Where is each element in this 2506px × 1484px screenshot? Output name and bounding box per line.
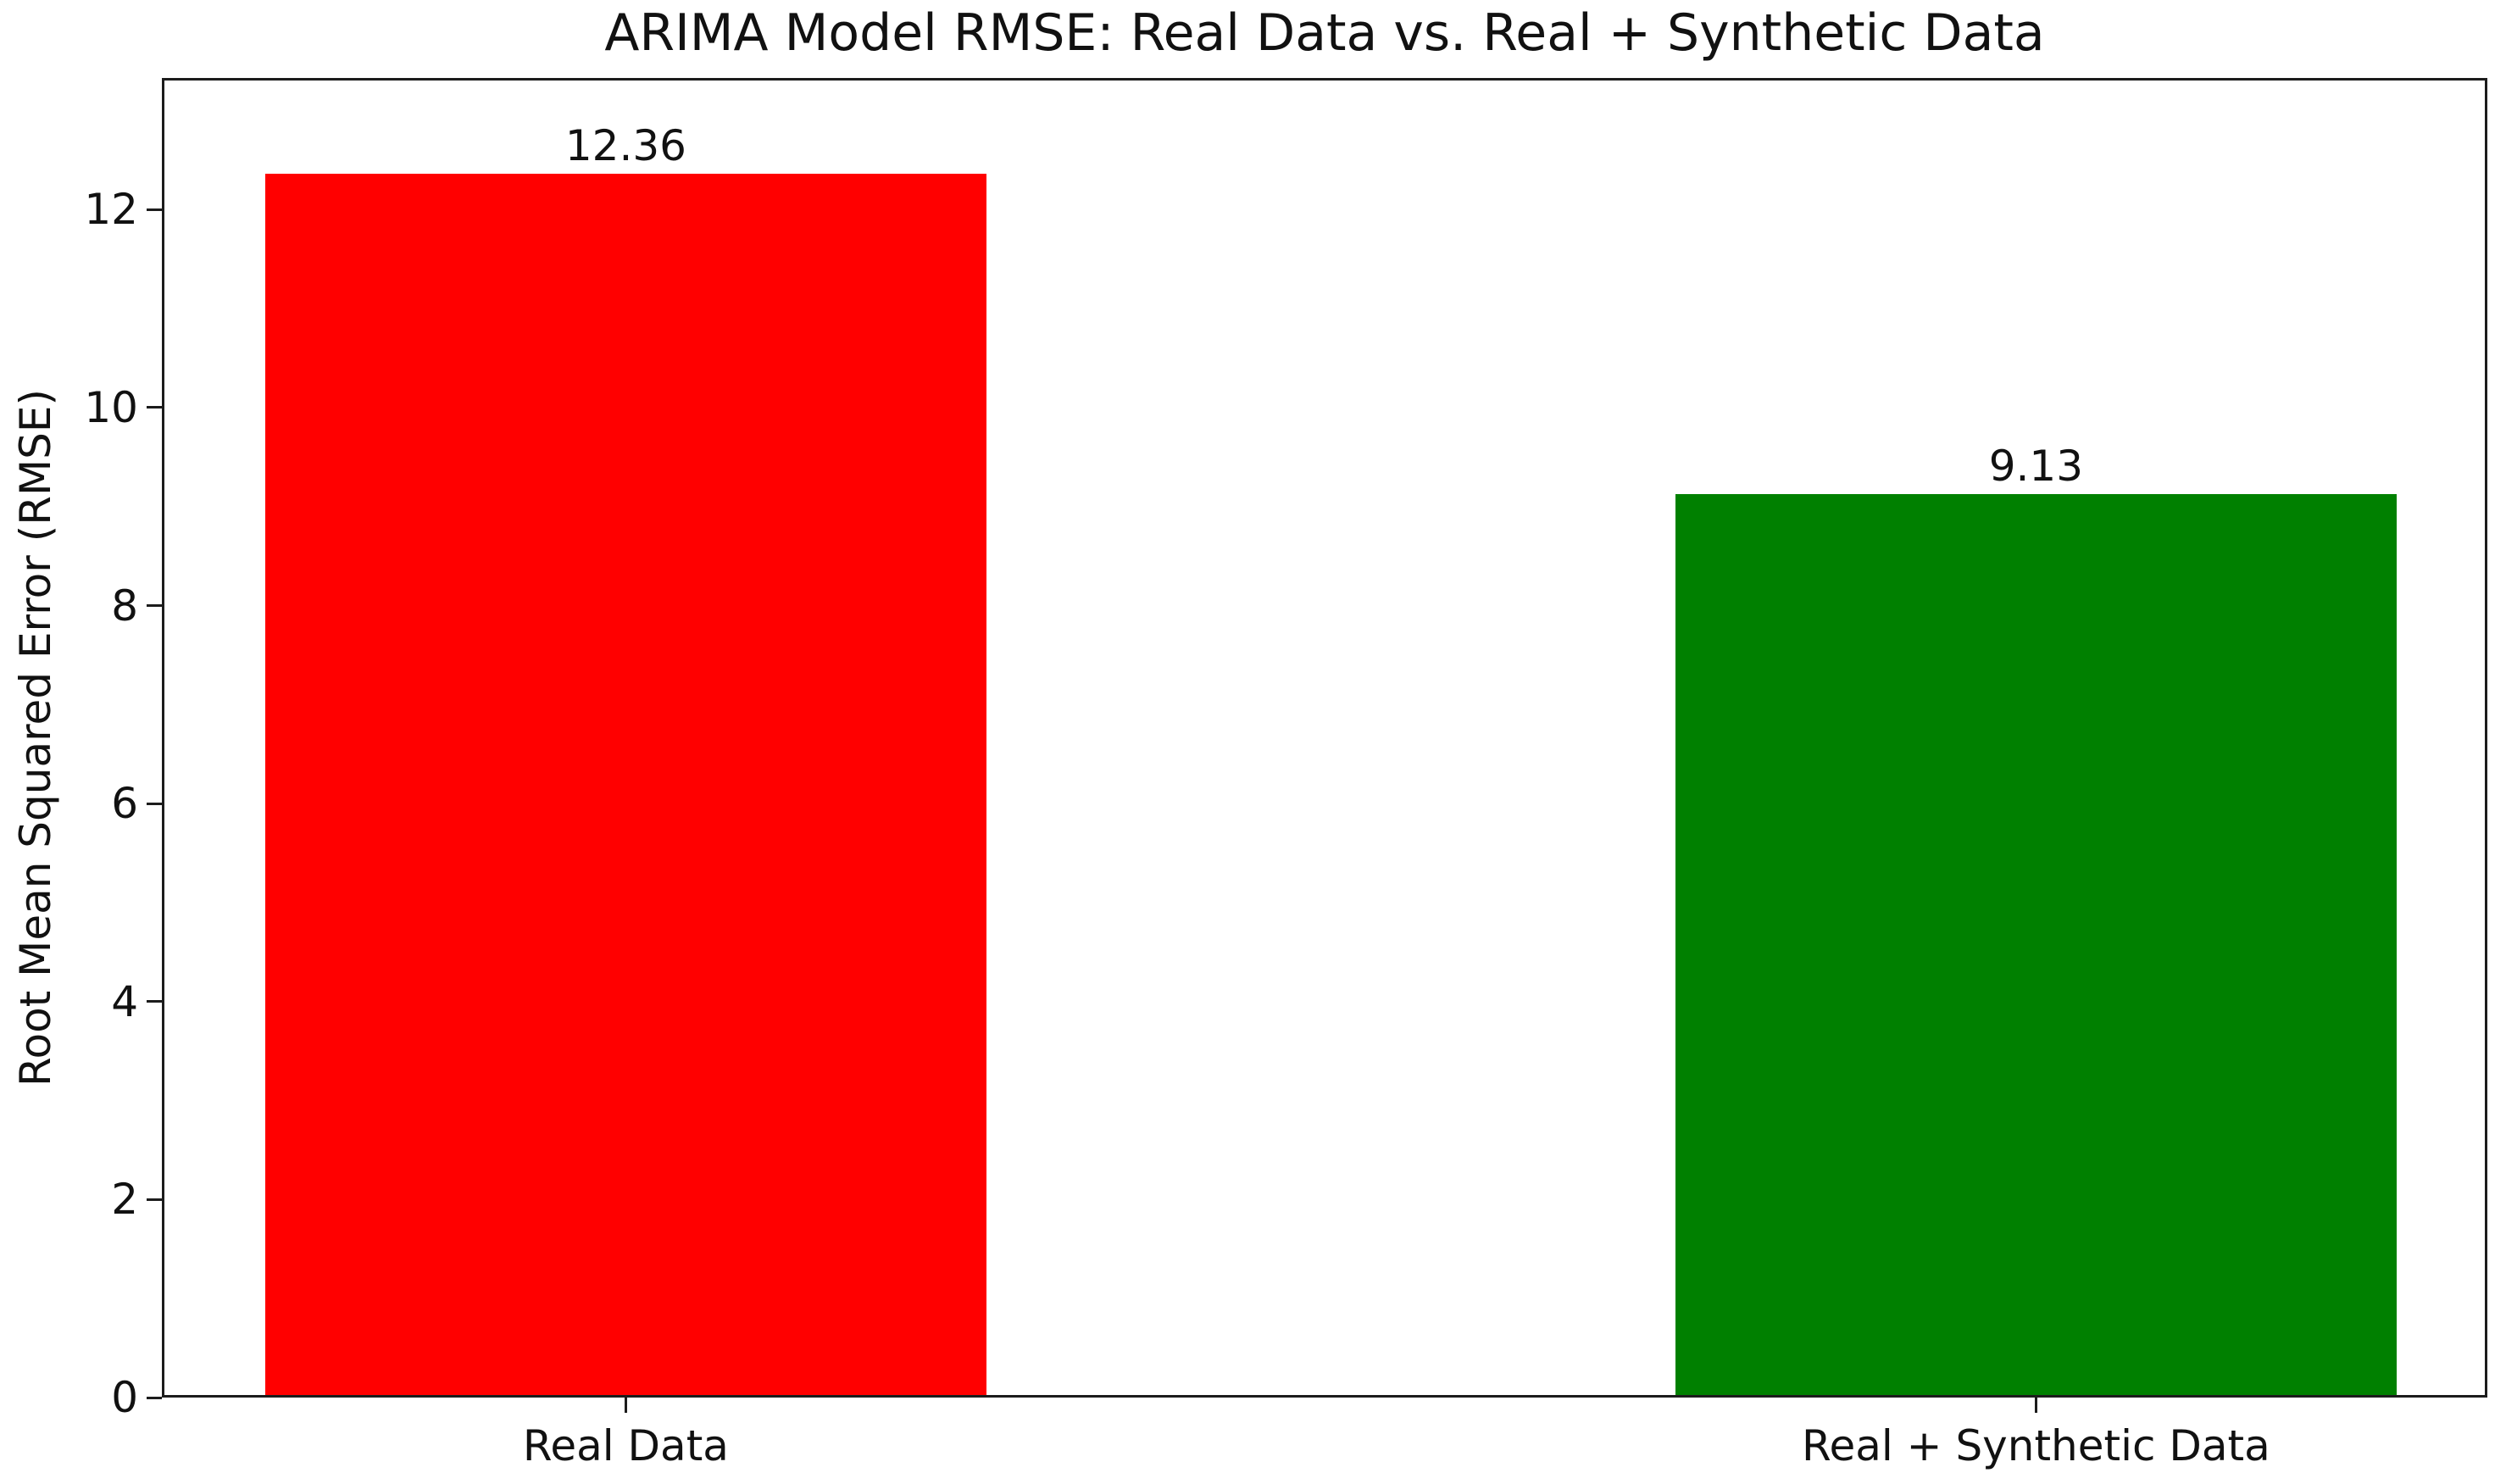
bar-value-label: 9.13	[1988, 441, 2084, 491]
x-tick-mark	[2034, 1398, 2037, 1413]
y-tick-mark	[147, 1000, 162, 1003]
y-tick-mark	[147, 208, 162, 211]
x-tick-mark	[624, 1398, 627, 1413]
bar-real-data	[264, 174, 987, 1395]
y-tick-label: 10	[84, 382, 138, 432]
y-tick-label: 6	[111, 779, 138, 829]
chart-title: ARIMA Model RMSE: Real Data vs. Real + S…	[604, 3, 2045, 63]
y-tick-mark	[147, 1396, 162, 1399]
y-tick-label: 0	[111, 1373, 138, 1422]
y-tick-label: 8	[111, 581, 138, 631]
y-tick-mark	[147, 406, 162, 409]
x-tick-label: Real + Synthetic Data	[1801, 1421, 2270, 1470]
x-tick-label: Real Data	[522, 1421, 729, 1470]
y-tick-label: 12	[84, 185, 138, 235]
y-tick-mark	[147, 802, 162, 805]
plot-area	[162, 78, 2487, 1398]
y-tick-mark	[147, 1198, 162, 1201]
bar-real-synthetic-data	[1675, 493, 2398, 1395]
y-tick-label: 2	[111, 1175, 138, 1225]
y-tick-label: 4	[111, 976, 138, 1026]
bar-value-label: 12.36	[564, 121, 686, 171]
y-tick-mark	[147, 604, 162, 608]
